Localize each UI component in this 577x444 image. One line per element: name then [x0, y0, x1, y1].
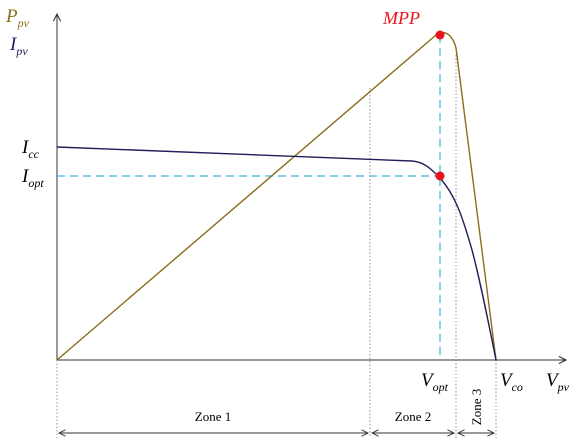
- iopt-marker: [435, 171, 445, 181]
- power-axis-label: Ppv: [5, 6, 30, 30]
- vco-label: Vco: [500, 370, 523, 394]
- zone-3-label: Zone 3: [469, 389, 484, 425]
- voltage-axis-label: Vpv: [546, 370, 570, 394]
- current-curve: [56, 146, 497, 361]
- vopt-label: Vopt: [421, 370, 449, 394]
- icc-label: Icc: [21, 137, 40, 161]
- current-axis-label: Ipv: [9, 34, 28, 58]
- power-curve: [56, 31, 497, 361]
- mpp-marker: [435, 30, 445, 40]
- mpp-label: MPP: [382, 8, 420, 28]
- zone-2-label: Zone 2: [395, 409, 431, 424]
- zone-1-label: Zone 1: [195, 409, 231, 424]
- iopt-label: Iopt: [21, 166, 44, 190]
